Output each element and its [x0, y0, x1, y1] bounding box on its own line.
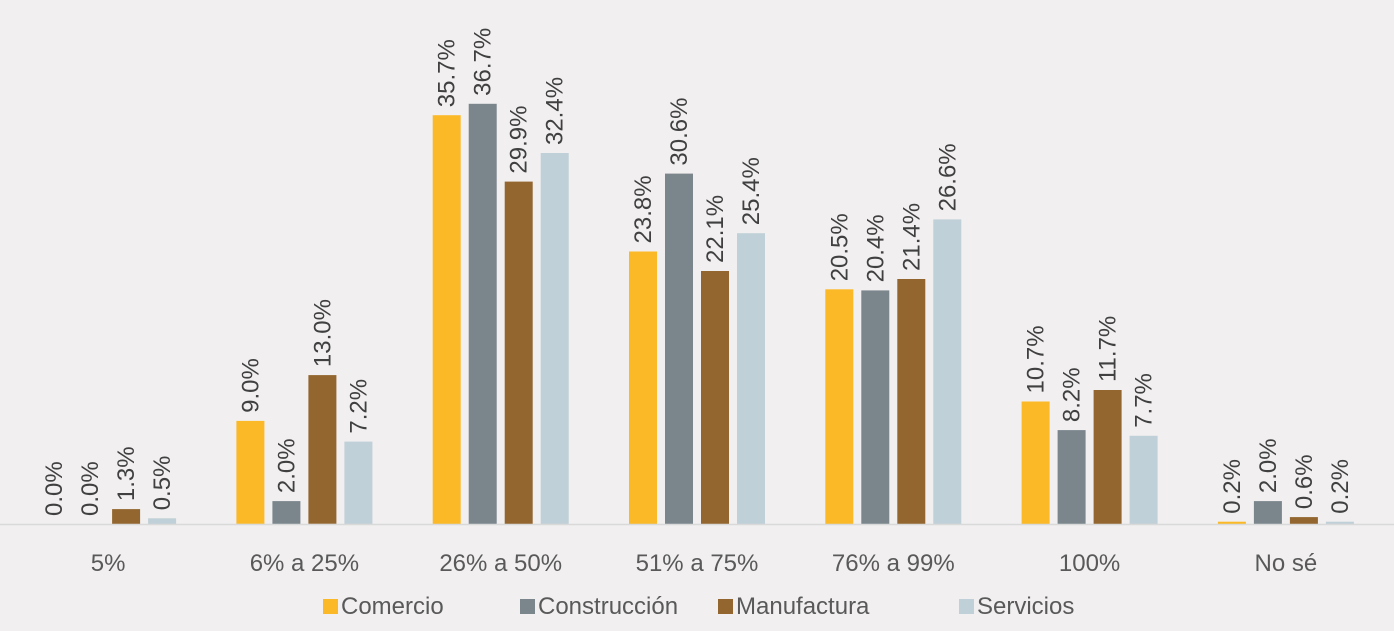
data-label-manufactura-5: 11.7% [1095, 316, 1122, 382]
data-label-construcción-4: 20.4% [862, 214, 889, 282]
data-label-servicios-3: 25.4% [738, 157, 765, 225]
bar-manufactura-5 [1093, 390, 1122, 524]
data-label-comercio-0: 0.0% [41, 461, 68, 516]
bars-layer [112, 103, 1354, 525]
data-label-comercio-5: 10.7% [1023, 325, 1050, 393]
legend-item-comercio: Comercio [323, 593, 444, 620]
category-label-0: 5% [91, 550, 126, 577]
data-label-servicios-1: 7.2% [345, 379, 372, 434]
legend-label-construcción: Construcción [538, 593, 678, 620]
bar-servicios-4 [933, 219, 962, 524]
data-label-servicios-5: 7.7% [1131, 373, 1158, 428]
bar-servicios-3 [737, 233, 765, 524]
legend-item-manufactura: Manufactura [718, 593, 870, 620]
bar-comercio-5 [1021, 401, 1050, 524]
bar-comercio-2 [432, 115, 461, 524]
bar-manufactura-1 [308, 375, 337, 524]
data-label-manufactura-0: 1.3% [113, 446, 140, 501]
legend-label-comercio: Comercio [341, 593, 444, 620]
category-label-4: 76% a 99% [832, 550, 955, 577]
data-label-manufactura-4: 21.4% [898, 203, 925, 271]
bar-servicios-1 [344, 441, 373, 524]
legend-swatch-comercio [323, 599, 338, 614]
data-label-construcción-0: 0.0% [77, 461, 104, 516]
data-labels-layer: 0.0% 0.0% 1.3% 0.5% 9.0% 2.0% 13.0% 7.2% 35.7% 36… [41, 28, 1354, 516]
data-label-comercio-2: 35.7% [434, 39, 461, 107]
category-label-2: 26% a 50% [439, 550, 562, 577]
bar-manufactura-0 [112, 509, 141, 524]
bar-servicios-2 [540, 153, 569, 524]
data-label-manufactura-3: 22.1% [702, 195, 729, 263]
bar-servicios-0 [148, 518, 177, 524]
data-label-construcción-5: 8.2% [1059, 367, 1086, 422]
data-label-construcción-1: 2.0% [273, 438, 300, 493]
data-label-comercio-6: 0.2% [1219, 459, 1246, 514]
legend-item-construcción: Construcción [520, 593, 678, 620]
legend-swatch-manufactura [718, 599, 733, 614]
data-label-manufactura-1: 13.0% [309, 299, 336, 367]
legend-swatch-servicios [959, 599, 974, 614]
bar-comercio-6 [1217, 521, 1246, 524]
data-label-manufactura-6: 0.6% [1291, 454, 1318, 509]
bar-servicios-6 [1325, 521, 1354, 524]
bar-comercio-3 [629, 251, 657, 524]
bar-construcción-5 [1057, 430, 1086, 524]
bar-comercio-4 [825, 289, 854, 524]
bar-construcción-3 [665, 173, 693, 524]
data-label-servicios-4: 26.6% [934, 143, 961, 211]
bar-construcción-1 [272, 501, 301, 524]
bar-manufactura-4 [897, 279, 926, 524]
data-label-servicios-6: 0.2% [1327, 459, 1354, 514]
bar-comercio-1 [236, 420, 265, 524]
legend-item-servicios: Servicios [959, 593, 1074, 620]
category-label-1: 6% a 25% [250, 550, 359, 577]
category-labels-layer: 5% 6% a 25% 26% a 50% 51% a 75% 76% a 99% 100… [91, 550, 1317, 577]
bar-manufactura-3 [701, 271, 729, 524]
data-label-construcción-3: 30.6% [666, 98, 693, 166]
data-label-construcción-2: 36.7% [470, 28, 497, 96]
data-label-servicios-0: 0.5% [149, 456, 176, 511]
bar-construcción-4 [861, 290, 890, 524]
category-label-6: No sé [1255, 550, 1318, 577]
bar-manufactura-6 [1289, 517, 1318, 524]
data-label-comercio-1: 9.0% [237, 358, 264, 413]
data-label-manufactura-2: 29.9% [506, 106, 533, 174]
bar-construcción-2 [468, 103, 497, 525]
bar-construcción-6 [1253, 501, 1282, 524]
category-label-5: 100% [1059, 550, 1120, 577]
legend-label-servicios: Servicios [977, 593, 1074, 620]
legend-label-manufactura: Manufactura [736, 593, 870, 620]
data-label-comercio-3: 23.8% [630, 175, 657, 243]
bar-servicios-5 [1129, 435, 1158, 524]
data-label-comercio-4: 20.5% [826, 213, 853, 281]
legend-swatch-construcción [520, 599, 535, 614]
bar-manufactura-2 [504, 181, 533, 524]
data-label-servicios-2: 32.4% [542, 77, 569, 145]
category-label-3: 51% a 75% [636, 550, 759, 577]
data-label-construcción-6: 2.0% [1255, 438, 1282, 493]
legend: Comercio Construcción Manufactura Servicios [323, 593, 1074, 620]
